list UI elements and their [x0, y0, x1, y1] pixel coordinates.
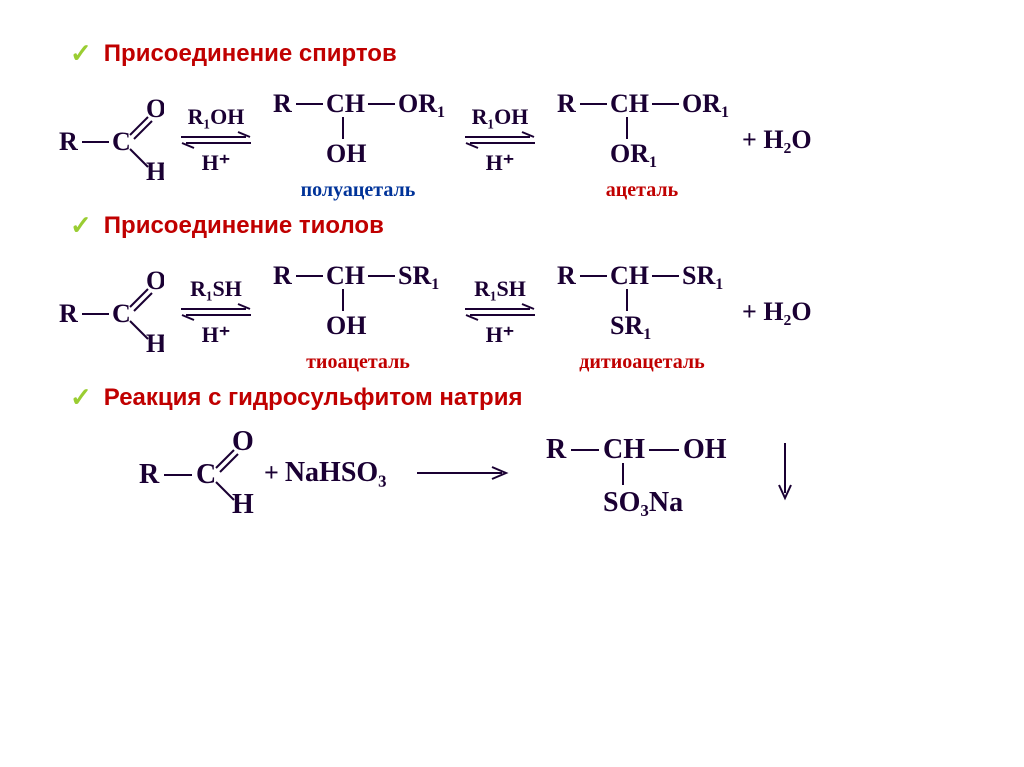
svg-text:O: O: [146, 267, 164, 295]
equilibrium-arrow-icon: [176, 130, 256, 150]
check-icon: ✓: [70, 38, 92, 69]
down-arrow-icon: [775, 438, 795, 508]
mol-aldehyde-3: R C O H: [134, 428, 254, 518]
svg-text:CH: CH: [610, 261, 649, 290]
check-icon: ✓: [70, 382, 92, 413]
svg-text:C: C: [196, 459, 216, 490]
svg-text:H: H: [232, 489, 254, 518]
forward-arrow-icon: [412, 465, 512, 481]
mol-bisulfite-product: R CH OH SO3Na: [541, 423, 761, 523]
svg-text:R: R: [59, 299, 78, 328]
reagent-nahso3: NaHSO₃: [285, 457, 387, 489]
mol-thiohemi: R CH SR1 OH тиоацеталь: [268, 249, 448, 374]
svg-text:R: R: [273, 261, 292, 290]
struct-acetal: R CH OR1 OR1: [552, 77, 732, 177]
svg-text:SO3Na: SO3Na: [603, 487, 683, 520]
svg-text:CH: CH: [326, 261, 365, 290]
svg-text:CH: CH: [603, 434, 645, 465]
svg-text:R: R: [557, 89, 576, 118]
svg-text:H: H: [146, 329, 164, 357]
svg-text:H: H: [146, 157, 164, 185]
struct-aldehyde: R C O H: [54, 267, 164, 357]
caption-hemiacetal: полуацеталь: [301, 179, 416, 202]
struct-hemiacetal: R CH OR1 OH: [268, 77, 448, 177]
mol-hemiacetal: R CH OR1 OH полуацеталь: [268, 77, 448, 202]
struct-aldehyde: R C O H: [54, 95, 164, 185]
svg-text:SR1: SR1: [398, 261, 439, 293]
arrow-1b: R₁OH H⁺: [460, 104, 540, 176]
svg-text:OH: OH: [326, 139, 366, 168]
svg-text:OR1: OR1: [682, 89, 729, 121]
heading-thiols: ✓ Присоединение тиолов: [70, 210, 974, 241]
arrow-2a: R₁SH H⁺: [176, 276, 256, 348]
svg-text:CH: CH: [610, 89, 649, 118]
reagent-2a-bot: H⁺: [202, 322, 231, 348]
struct-aldehyde: R C O H: [134, 428, 254, 518]
svg-text:R: R: [546, 434, 567, 465]
reagent-1b-top: R₁OH: [472, 104, 529, 130]
plus-3: +: [264, 458, 279, 488]
equilibrium-arrow-icon: [176, 302, 256, 322]
svg-text:C: C: [112, 127, 131, 156]
mol-aldehyde-1: R C O H: [54, 95, 164, 185]
reagent-2a-top: R₁SH: [190, 276, 242, 302]
svg-text:O: O: [232, 428, 254, 457]
equilibrium-arrow-icon: [460, 302, 540, 322]
svg-text:R: R: [59, 127, 78, 156]
reagent-1a-top: R₁OH: [188, 104, 245, 130]
equilibrium-arrow-icon: [460, 130, 540, 150]
reagent-2b-bot: H⁺: [486, 322, 515, 348]
title-2: Присоединение тиолов: [104, 212, 384, 240]
heading-bisulfite: ✓ Реакция с гидросульфитом натрия: [70, 382, 974, 413]
svg-text:SR1: SR1: [610, 311, 651, 343]
svg-text:OH: OH: [683, 434, 727, 465]
struct-bisulfite: R CH OH SO3Na: [541, 423, 761, 523]
arrow-3: [412, 465, 512, 481]
caption-acetal: ацеталь: [606, 179, 678, 202]
arrow-1a: R₁OH H⁺: [176, 104, 256, 176]
svg-text:R: R: [273, 89, 292, 118]
check-icon: ✓: [70, 210, 92, 241]
reagent-1a-bot: H⁺: [202, 150, 231, 176]
scheme-thiols: R C O H R₁SH H⁺ R CH SR1 OH тиоа: [50, 249, 974, 374]
svg-text:R: R: [557, 261, 576, 290]
title-3: Реакция с гидросульфитом натрия: [104, 384, 523, 412]
svg-text:O: O: [146, 95, 164, 123]
mol-acetal: R CH OR1 OR1 ацеталь: [552, 77, 732, 202]
svg-text:CH: CH: [326, 89, 365, 118]
caption-dithio: дитиоацеталь: [579, 351, 704, 374]
caption-thiohemi: тиоацеталь: [306, 351, 410, 374]
svg-text:SR1: SR1: [682, 261, 723, 293]
reagent-2b-top: R₁SH: [474, 276, 526, 302]
arrow-2b: R₁SH H⁺: [460, 276, 540, 348]
scheme-alcohols: R C O H R₁OH H⁺ R CH OR1 OH: [50, 77, 974, 202]
byproduct-2: + H₂O: [742, 297, 812, 327]
svg-text:OR1: OR1: [610, 139, 657, 171]
reagent-1b-bot: H⁺: [486, 150, 515, 176]
svg-text:R: R: [139, 459, 160, 490]
heading-alcohols: ✓ Присоединение спиртов: [70, 38, 974, 69]
struct-thiohemi: R CH SR1 OH: [268, 249, 448, 349]
title-1: Присоединение спиртов: [104, 40, 397, 68]
svg-text:OR1: OR1: [398, 89, 445, 121]
struct-dithio: R CH SR1 SR1: [552, 249, 732, 349]
scheme-bisulfite: R C O H + NaHSO₃ R CH OH SO3Na: [130, 423, 974, 523]
svg-text:OH: OH: [326, 311, 366, 340]
byproduct-1: + H₂O: [742, 125, 812, 155]
mol-dithio: R CH SR1 SR1 дитиоацеталь: [552, 249, 732, 374]
svg-text:C: C: [112, 299, 131, 328]
mol-aldehyde-2: R C O H: [54, 267, 164, 357]
